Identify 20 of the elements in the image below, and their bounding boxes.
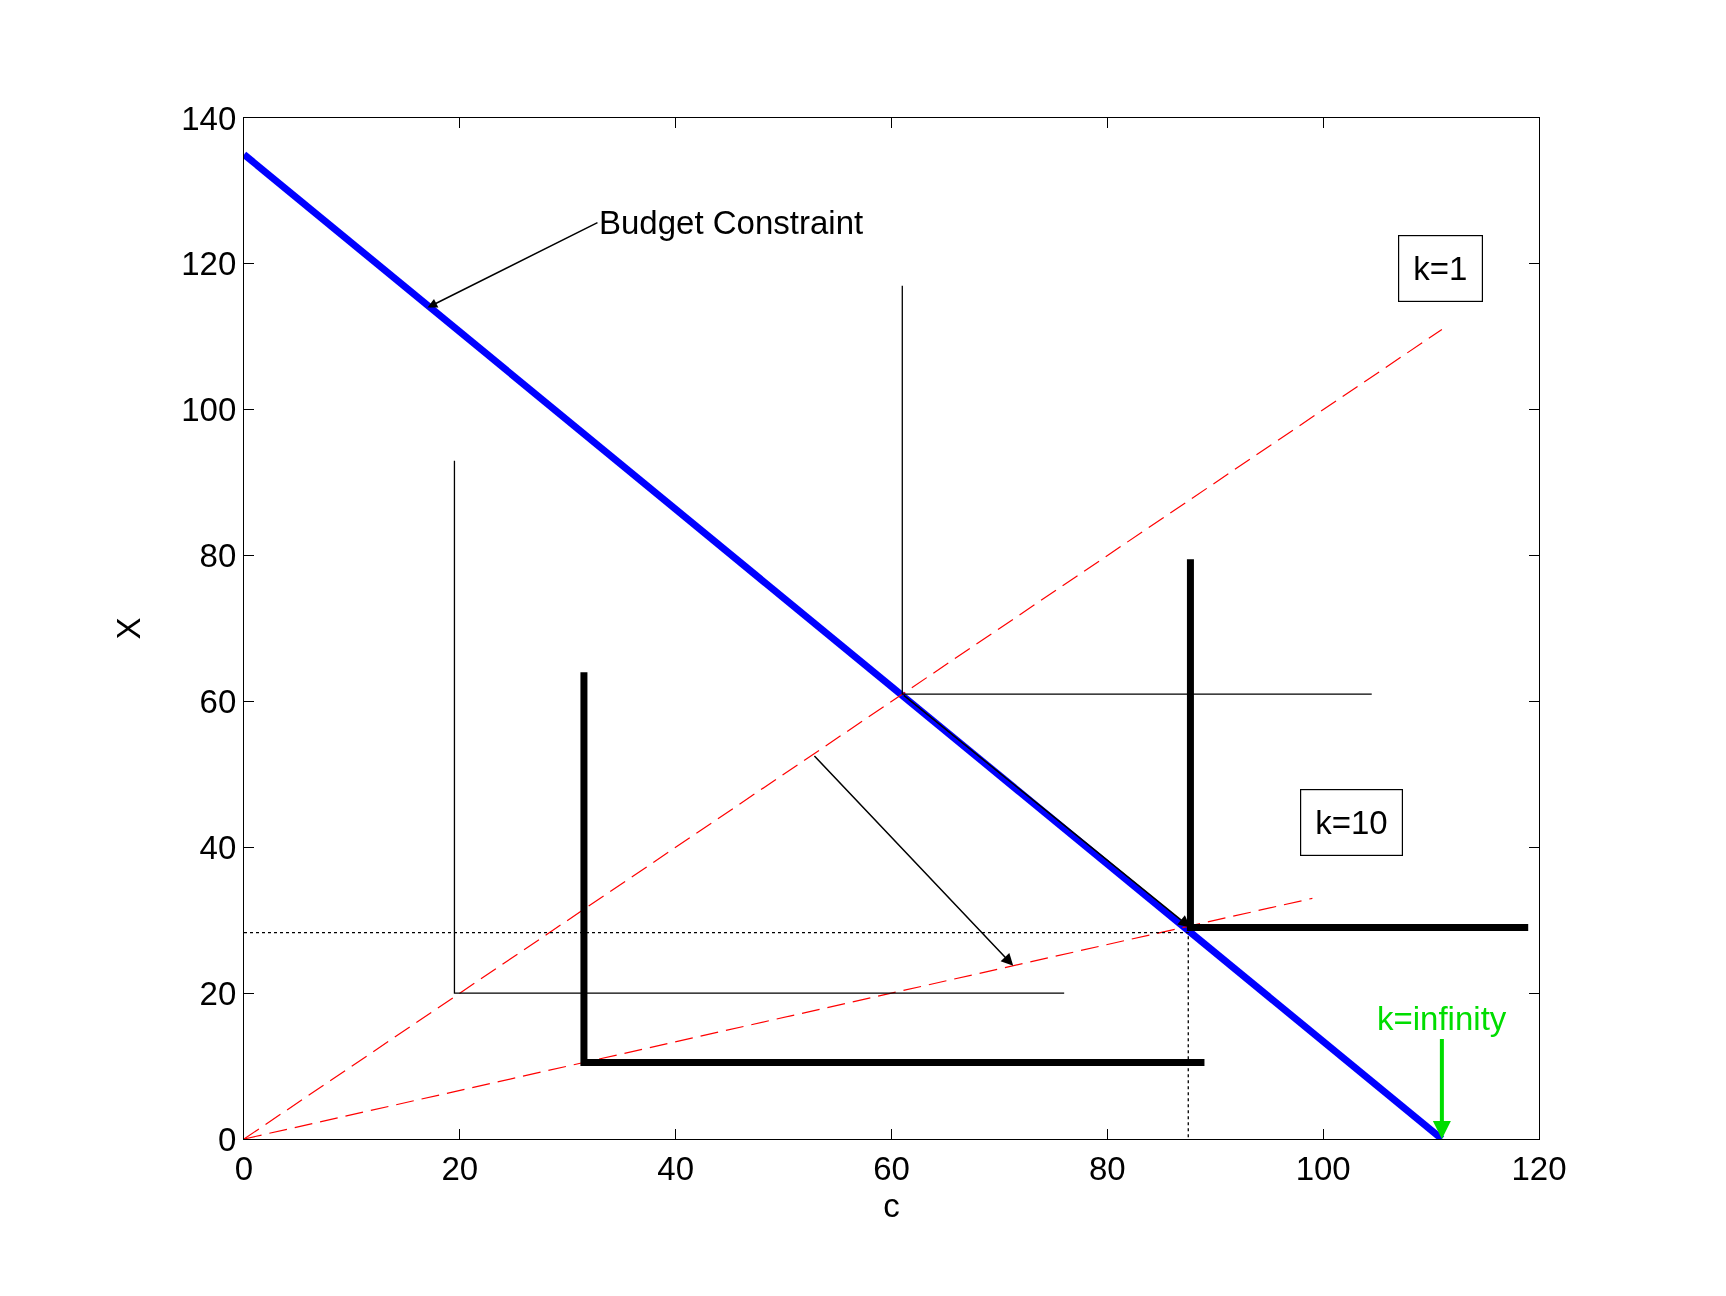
y-axis-title: X — [110, 617, 148, 640]
x-tick-label: 60 — [873, 1149, 910, 1187]
annotation: k=10 — [1315, 804, 1388, 842]
y-tick-label: 40 — [199, 828, 237, 866]
annotation: k=infinity — [1377, 1000, 1507, 1037]
y-tick-label: 140 — [181, 99, 237, 137]
y-tick-label: 60 — [199, 682, 237, 720]
x-tick-label: 100 — [1295, 1149, 1351, 1187]
x-tick-label: 20 — [441, 1149, 479, 1187]
annotation: k=1 — [1413, 250, 1468, 288]
x-tick-label: 120 — [1511, 1149, 1567, 1187]
x-tick-label: 40 — [657, 1149, 695, 1187]
annotation: Budget Constraint — [599, 204, 864, 241]
y-tick-label: 20 — [199, 974, 237, 1012]
x-axis-title: c — [883, 1186, 900, 1224]
x-tick-label: 80 — [1088, 1149, 1126, 1187]
y-tick-label: 100 — [181, 391, 237, 429]
y-tick-label: 120 — [181, 245, 237, 283]
y-tick-label: 0 — [217, 1120, 237, 1158]
y-tick-label: 80 — [199, 537, 237, 575]
